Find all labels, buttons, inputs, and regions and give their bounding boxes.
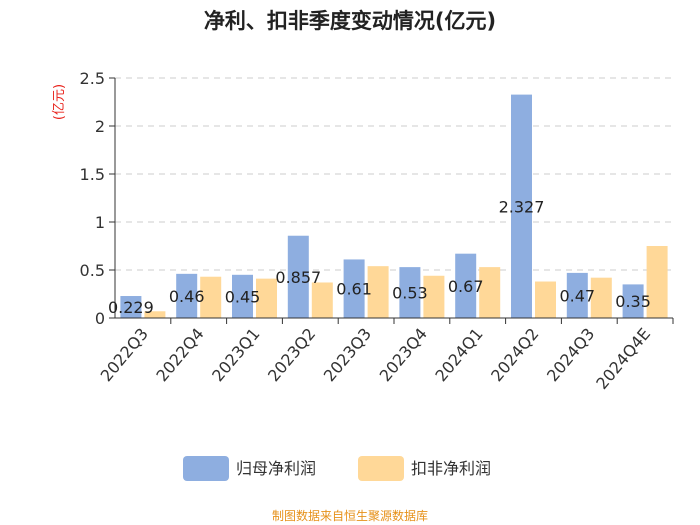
data-labels: 0.229 0.46 0.45 0.857 0.61 0.53 0.67 2.327 0.47 0…	[108, 197, 651, 317]
x-tick-label: 2022Q4	[152, 324, 207, 385]
y-tick-label: 2.5	[80, 69, 105, 88]
y-tick-label: 0	[95, 309, 105, 328]
bar-net-profit	[343, 259, 365, 318]
bar-deducted-profit	[590, 277, 612, 318]
x-tick-label: 2023Q2	[264, 324, 319, 385]
legend-label-deducted-profit: 扣非净利润	[411, 459, 491, 478]
x-tick-label: 2023Q3	[320, 324, 375, 385]
bar-deducted-profit	[535, 281, 556, 318]
x-tick-label: 2024Q2	[487, 324, 542, 385]
bar-deducted-profit	[479, 267, 501, 318]
legend-swatch-net-profit	[183, 456, 229, 481]
chart-title: 净利、扣非季度变动情况(亿元)	[204, 9, 496, 33]
data-label: 0.857	[275, 268, 321, 287]
data-label: 0.45	[225, 287, 261, 306]
legend-label-net-profit: 归母净利润	[236, 459, 316, 478]
x-tick-label: 2022Q3	[97, 324, 152, 385]
bar-deducted-profit	[423, 275, 445, 318]
data-label: 0.47	[559, 286, 595, 305]
y-tick-label: 2	[95, 117, 105, 136]
bar-net-profit	[232, 274, 253, 318]
y-tick-label: 0.5	[80, 261, 105, 280]
data-label: 2.327	[499, 197, 545, 216]
x-tick-label: 2024Q3	[543, 324, 598, 385]
bar-net-profit	[455, 253, 477, 318]
data-label: 0.53	[392, 284, 428, 303]
y-tick-label: 1.5	[80, 165, 105, 184]
x-tick-label: 2024Q4E	[592, 324, 654, 393]
bar-net-profit	[176, 273, 198, 318]
bar-deducted-profit	[144, 311, 166, 318]
bar-net-profit	[399, 267, 421, 318]
bar-deducted-profit	[646, 246, 668, 318]
data-label: 0.229	[108, 298, 154, 317]
data-label: 0.46	[169, 287, 205, 306]
bar-deducted-profit	[200, 276, 222, 318]
y-axis-label: (亿元)	[52, 84, 67, 120]
bar-net-profit	[511, 94, 532, 318]
x-tick-label: 2023Q4	[376, 324, 431, 385]
bar-net-profit	[287, 235, 309, 318]
x-tick-label: 2023Q1	[208, 324, 263, 385]
gridlines	[115, 77, 673, 271]
bar-deducted-profit	[256, 278, 277, 318]
y-tick-label: 1	[95, 213, 105, 232]
bar-deducted-profit	[311, 282, 333, 318]
bar-deducted-profit	[367, 266, 389, 318]
bars	[120, 94, 668, 318]
legend: 归母净利润 扣非净利润	[183, 456, 491, 481]
bar-net-profit	[120, 296, 142, 318]
data-label: 0.61	[336, 280, 372, 299]
data-label: 0.35	[615, 292, 651, 311]
data-label: 0.67	[448, 277, 484, 296]
bar-net-profit	[566, 272, 588, 318]
bar-net-profit	[622, 284, 644, 318]
x-tick-label: 2024Q1	[431, 324, 486, 385]
source-note: 制图数据来自恒生聚源数据库	[272, 508, 428, 523]
legend-swatch-deducted-profit	[358, 456, 404, 481]
